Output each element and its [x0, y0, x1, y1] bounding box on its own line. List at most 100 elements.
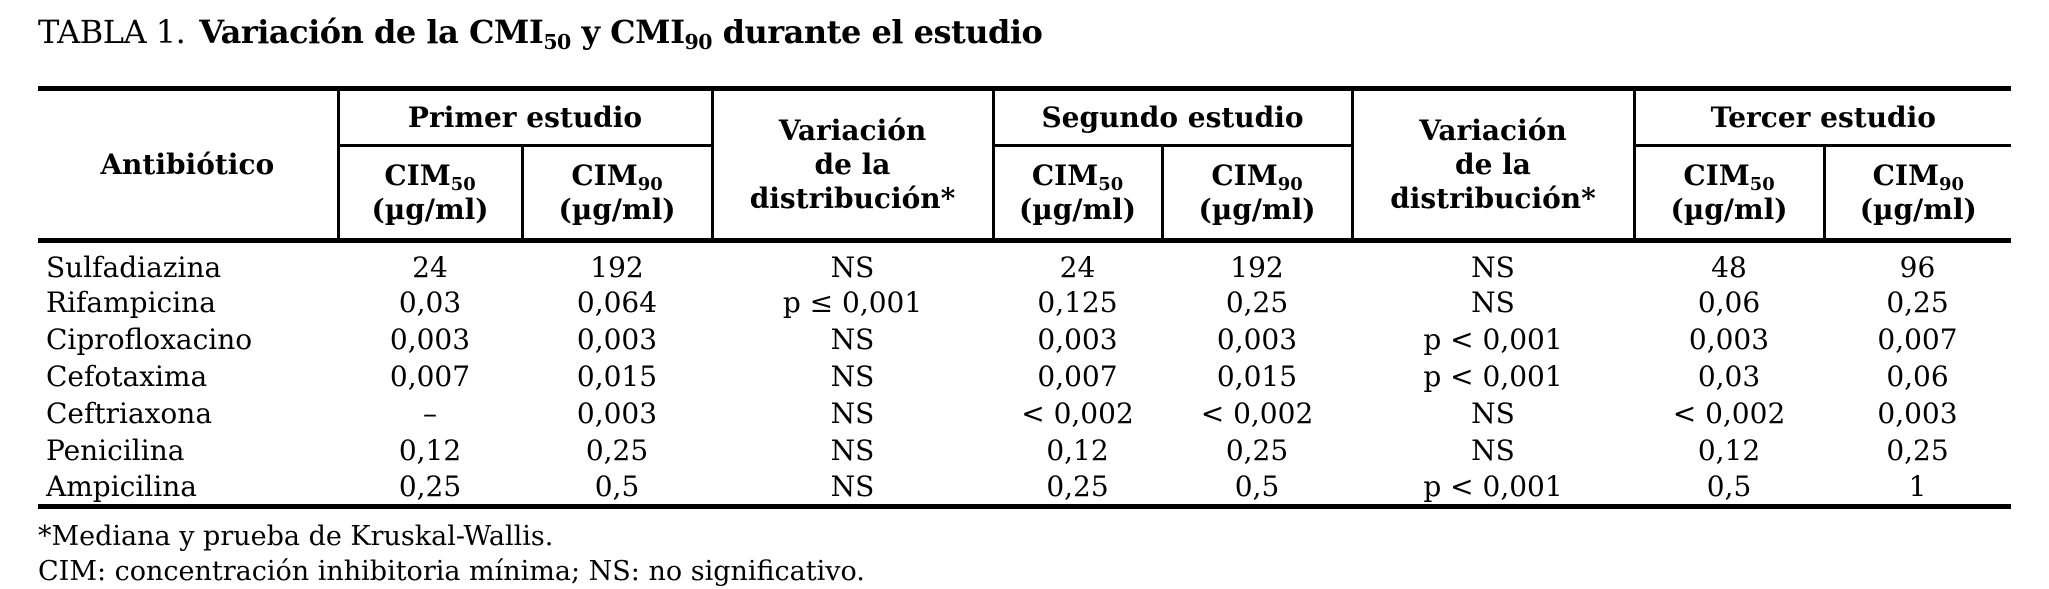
- cell-value: 0,015: [576, 360, 658, 393]
- cell-value: NS: [1471, 397, 1515, 430]
- variacion-1-line1: Variación: [778, 113, 927, 147]
- unit-label: (µg/ml): [558, 192, 676, 226]
- variacion-1-line2: de la: [814, 147, 891, 181]
- cell-value: 1: [1908, 469, 1927, 503]
- cell-value: NS: [830, 397, 875, 430]
- col-header-antibiotico: Antibiótico: [38, 88, 340, 243]
- col-group-tercer-estudio: Tercer estudio: [1634, 88, 2011, 147]
- cim90-sub: 90: [1277, 173, 1303, 195]
- cell-value: 0,03: [1697, 360, 1761, 393]
- antibiotic-name: Ceftriaxona: [46, 397, 213, 430]
- col-header-cim90-segundo: CIM90 (µg/ml): [1160, 145, 1352, 243]
- cell-value: 0,007: [1877, 323, 1958, 356]
- cell-value: 0,015: [1216, 360, 1298, 393]
- variacion-2-line1: Variación: [1419, 113, 1567, 147]
- header-row-groups: Antibiótico Primer estudio Variación de …: [38, 88, 2011, 243]
- cell-value: 0,25: [1886, 286, 1949, 319]
- cell-value: NS: [830, 360, 875, 393]
- title-sub-90: 90: [684, 29, 713, 54]
- variacion-2-line3: distribución*: [1390, 181, 1596, 215]
- cmi-variation-table: Antibiótico Primer estudio Variación de …: [38, 86, 2011, 509]
- cell-value: 0,125: [1037, 286, 1118, 319]
- unit-label: (µg/ml): [1018, 192, 1137, 226]
- cell-value: NS: [830, 323, 875, 356]
- cell-value: 0,003: [1216, 323, 1298, 356]
- col-group-primer-estudio: Primer estudio: [338, 88, 712, 147]
- table-row-penicilina: Penicilina 0,12 0,25 NS 0,12 0,25 NS 0,1…: [38, 432, 2011, 469]
- cell-value: –: [423, 397, 437, 430]
- cell-value: 0,12: [398, 434, 462, 467]
- antibiotic-name: Rifampicina: [46, 286, 216, 319]
- title-sub-50: 50: [543, 29, 571, 54]
- table-number-label: TABLA 1.: [38, 13, 186, 51]
- col-header-variacion-1: Variación de la distribución*: [710, 88, 995, 243]
- antibiotic-name: Ampicilina: [46, 469, 197, 503]
- cell-value: 0,003: [1688, 323, 1770, 356]
- cell-value: 0,25: [1225, 286, 1289, 319]
- antibiotic-name: Penicilina: [46, 434, 185, 467]
- antibiotic-name: Cefotaxima: [46, 360, 208, 393]
- cell-value: < 0,002: [1021, 397, 1134, 430]
- unit-label: (µg/ml): [1859, 192, 1977, 226]
- cim90-label: CIM: [1872, 158, 1939, 192]
- table-row-rifampicina: Rifampicina 0,03 0,064 p ≤ 0,001 0,125 0…: [38, 284, 2011, 321]
- title-text-pre: Variación de la CMI: [199, 13, 544, 51]
- cell-value: 0,25: [585, 434, 649, 467]
- cell-value: 0,25: [1886, 434, 1949, 467]
- unit-label: (µg/ml): [1198, 192, 1316, 226]
- cell-value: 24: [1059, 251, 1096, 284]
- table-row-sulfadiazina: Sulfadiazina 24 192 NS 24 192 NS 48 96: [38, 241, 2011, 284]
- antibiotic-name: Ciprofloxacino: [46, 323, 253, 356]
- cim90-label: CIM: [1211, 158, 1278, 192]
- cim90-sub: 90: [1938, 173, 1964, 195]
- table-row-cefotaxima: Cefotaxima 0,007 0,015 NS 0,007 0,015 p …: [38, 358, 2011, 395]
- cim90-label: CIM: [571, 158, 638, 192]
- cell-value: p < 0,001: [1423, 469, 1563, 503]
- title-text-mid: y CMI: [570, 13, 685, 51]
- cell-value: 0,06: [1697, 286, 1761, 319]
- cell-value: p < 0,001: [1423, 360, 1563, 393]
- cell-value: p < 0,001: [1423, 323, 1563, 356]
- unit-label: (µg/ml): [1670, 192, 1788, 226]
- cell-value: 0,5: [1234, 469, 1280, 503]
- cell-value: < 0,002: [1200, 397, 1314, 430]
- cell-value: 0,003: [389, 323, 471, 356]
- cell-value: 0,007: [1037, 360, 1118, 393]
- table-title: TABLA 1. Variación de la CMI50 y CMI90 du…: [38, 12, 2011, 52]
- cell-value: 0,5: [1706, 469, 1752, 503]
- footnote-abbreviations: CIM: concentración inhibitoria mínima; N…: [38, 555, 865, 587]
- cell-value: 0,003: [1877, 397, 1958, 430]
- col-header-cim90-primer: CIM90 (µg/ml): [520, 145, 712, 243]
- variacion-2-line2: de la: [1455, 147, 1531, 181]
- col-group-segundo-estudio: Segundo estudio: [993, 88, 1352, 147]
- cell-value: 0,003: [1037, 323, 1118, 356]
- cell-value: NS: [830, 434, 875, 467]
- col-header-cim90-tercer: CIM90 (µg/ml): [1822, 145, 2011, 243]
- col-header-variacion-2: Variación de la distribución*: [1350, 88, 1636, 243]
- title-text-post: durante el estudio: [712, 13, 1043, 51]
- table-row-ciprofloxacino: Ciprofloxacino 0,003 0,003 NS 0,003 0,00…: [38, 321, 2011, 358]
- cell-value: 0,06: [1886, 360, 1949, 393]
- cell-value: 48: [1711, 251, 1747, 284]
- col-header-cim50-primer: CIM50 (µg/ml): [338, 145, 522, 243]
- cim50-label: CIM: [384, 158, 451, 192]
- cell-value: 0,007: [389, 360, 471, 393]
- col-header-cim50-tercer: CIM50 (µg/ml): [1634, 145, 1824, 243]
- cell-value: p ≤ 0,001: [782, 286, 923, 319]
- cim50-label: CIM: [1031, 158, 1099, 192]
- cell-value: NS: [1471, 434, 1515, 467]
- table-footnotes: *Mediana y prueba de Kruskal-Wallis. CIM…: [38, 519, 2011, 589]
- cim50-sub: 50: [1749, 173, 1775, 195]
- cell-value: 192: [590, 251, 644, 284]
- antibiotic-name: Sulfadiazina: [46, 251, 222, 284]
- cell-value: 0,25: [1046, 469, 1109, 503]
- cell-value: < 0,002: [1672, 397, 1786, 430]
- cell-value: NS: [830, 251, 875, 284]
- cell-value: 0,12: [1697, 434, 1761, 467]
- cell-value: 0,12: [1046, 434, 1109, 467]
- footnote-kruskal-wallis: *Mediana y prueba de Kruskal-Wallis.: [38, 520, 554, 552]
- cell-value: 0,5: [594, 469, 640, 503]
- cell-value: 0,003: [576, 397, 658, 430]
- header-row-subcolumns: CIM50 (µg/ml) CIM90 (µg/ml) CIM50 (µg/ml…: [38, 145, 2011, 243]
